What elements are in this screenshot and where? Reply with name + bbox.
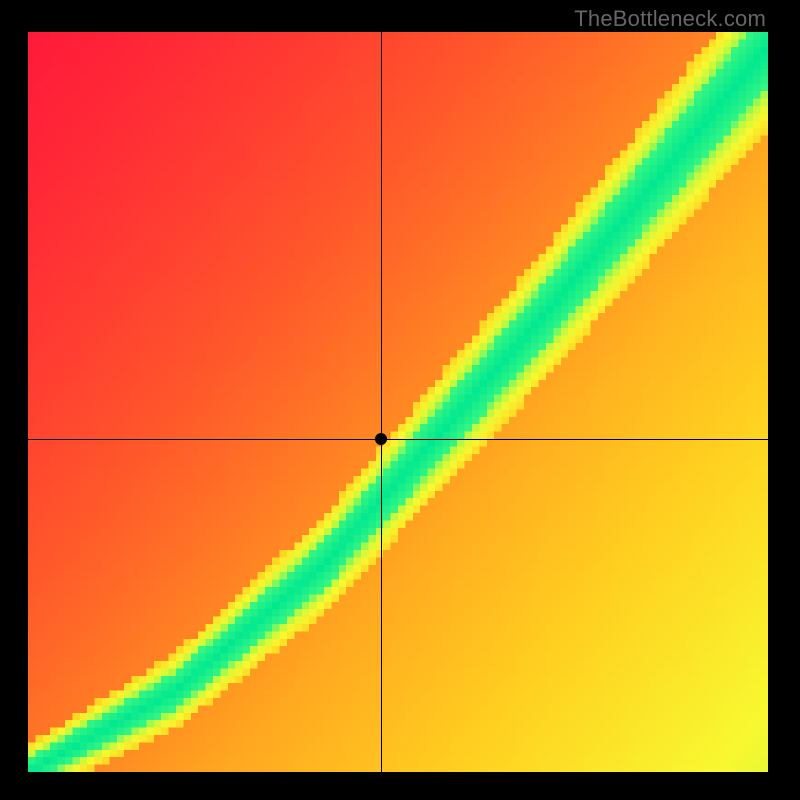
crosshair-horizontal	[28, 439, 768, 440]
chart-container: TheBottleneck.com	[0, 0, 800, 800]
crosshair-vertical	[381, 32, 382, 772]
selection-marker	[375, 433, 387, 445]
watermark-text: TheBottleneck.com	[574, 6, 766, 32]
bottleneck-heatmap	[28, 32, 768, 772]
